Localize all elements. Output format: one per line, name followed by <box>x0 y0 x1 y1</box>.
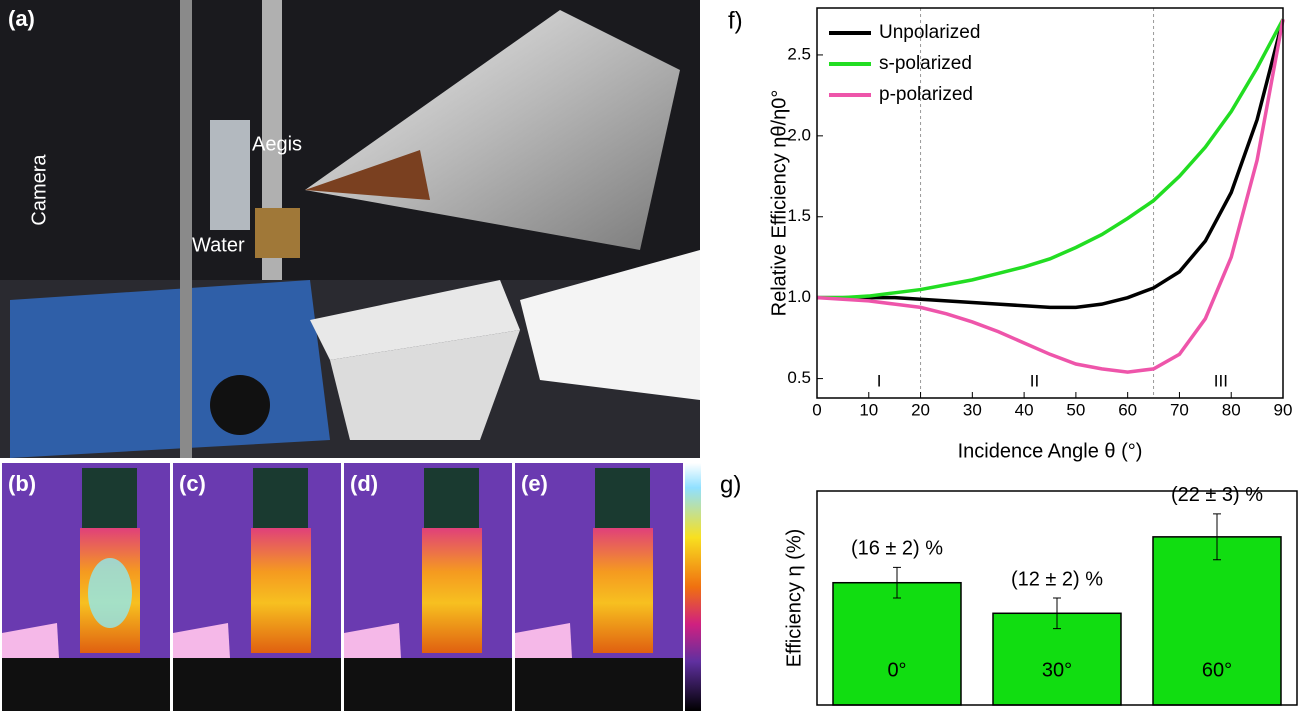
thermal-region <box>88 558 132 628</box>
thermal-region <box>251 528 311 653</box>
x-tick-label: 20 <box>911 400 930 419</box>
region-label: I <box>877 371 882 390</box>
annotation: Aegis <box>252 133 302 155</box>
y-tick-label: 1.5 <box>787 206 811 225</box>
figure: (a) Camera Aegis Water (b) (c) (d) (e) f) 0 1… <box>0 0 1308 711</box>
panel-label: (e) <box>521 471 548 496</box>
x-tick-label: 60 <box>1118 400 1137 419</box>
x-tick-label: 80 <box>1222 400 1241 419</box>
thermal-region <box>173 658 341 711</box>
annotation: Water <box>192 234 245 256</box>
category-label: 60° <box>1202 659 1232 681</box>
y-tick-label: 2.5 <box>787 44 811 63</box>
thermal-panels: (b) (c) (d) (e) <box>2 463 683 711</box>
panel-label: (c) <box>179 471 206 496</box>
thermal-region <box>2 658 170 711</box>
legend-label: p-polarized <box>879 84 973 105</box>
x-tick-label: 70 <box>1170 400 1189 419</box>
panel-label: (b) <box>8 471 36 496</box>
region-label: II <box>1030 371 1039 390</box>
thermal-region <box>515 658 683 711</box>
y-axis-label: Efficiency η (%) <box>783 529 805 668</box>
y-tick-label: 0.5 <box>787 368 811 387</box>
y-axis-label: Relative Efficiency ηθ/η0° <box>768 90 790 317</box>
y-tick-label: 2.0 <box>787 125 811 144</box>
value-label: (22 ± 3) % <box>1171 484 1263 506</box>
panel-label: (d) <box>350 471 378 496</box>
x-tick-label: 40 <box>1015 400 1034 419</box>
category-label: 30° <box>1042 659 1072 681</box>
category-label: 0° <box>887 659 906 681</box>
bar <box>833 583 961 705</box>
annotation: Camera <box>28 154 50 226</box>
photo-panel: (a) Camera Aegis Water <box>0 0 700 458</box>
value-label: (12 ± 2) % <box>1011 568 1103 590</box>
legend-label: s-polarized <box>879 53 972 74</box>
thermal-region <box>593 528 653 653</box>
panel-label: f) <box>728 7 743 34</box>
legend-label: Unpolarized <box>879 22 980 43</box>
region-label: III <box>1214 371 1228 390</box>
x-tick-label: 0 <box>812 400 821 419</box>
x-tick-label: 90 <box>1274 400 1293 419</box>
value-label: (16 ± 2) % <box>851 538 943 560</box>
x-tick-label: 10 <box>859 400 878 419</box>
panel-label: (a) <box>8 6 35 31</box>
y-tick-label: 1.0 <box>787 287 811 306</box>
x-tick-label: 50 <box>1066 400 1085 419</box>
x-axis-label: Incidence Angle θ (°) <box>958 440 1143 462</box>
panel-label: g) <box>720 471 741 498</box>
colorbar <box>685 463 701 711</box>
thermal-region <box>344 658 512 711</box>
x-tick-label: 30 <box>963 400 982 419</box>
thermal-region <box>422 528 482 653</box>
